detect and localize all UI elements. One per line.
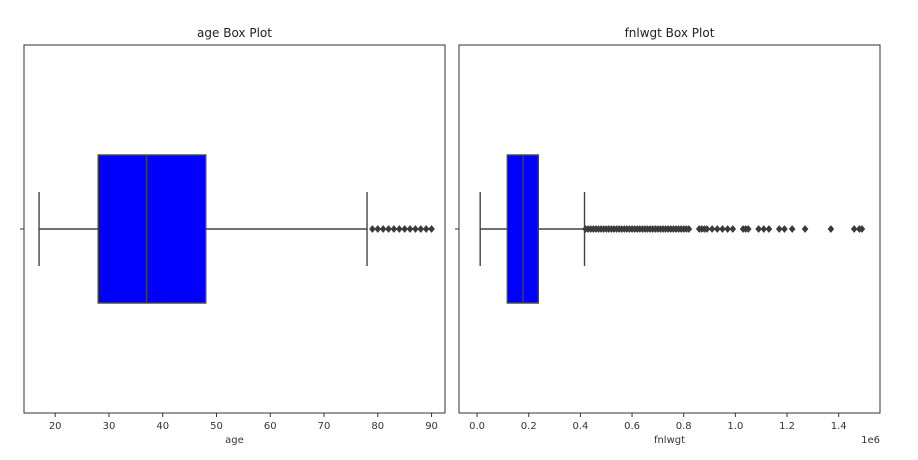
age-outlier-point xyxy=(401,225,408,233)
age-x-tick-label: 80 xyxy=(371,421,384,432)
fnlwgt-outlier-point xyxy=(858,225,866,233)
fnlwgt-outlier-point xyxy=(775,225,783,233)
fnlwgt-outlier-point xyxy=(827,225,835,233)
fnlwgt-outlier-point xyxy=(729,225,737,233)
age-x-tick-label: 60 xyxy=(264,421,277,432)
fnlwgt-outlier-point xyxy=(801,225,809,233)
age-outlier-point xyxy=(417,225,425,233)
age-x-tick-label: 90 xyxy=(425,421,438,432)
fnlwgt-x-tick-label: 1.4 xyxy=(831,421,847,432)
age-chart-title: age Box Plot xyxy=(197,26,272,40)
age-outlier-point xyxy=(406,225,414,233)
fnlwgt-outlier-point xyxy=(744,225,752,233)
fnlwgt-chart-title: fnlwgt Box Plot xyxy=(625,26,715,40)
fnlwgt-outlier-point xyxy=(765,225,773,233)
fnlwgt-outlier-point xyxy=(685,225,693,233)
fnlwgt-outlier-point xyxy=(703,225,711,233)
fnlwgt-x-tick-label: 1.0 xyxy=(727,421,743,432)
age-outlier-point xyxy=(374,225,382,233)
fnlwgt-outlier-point xyxy=(755,225,762,233)
age-box-plot-panel: age Box Plot 20 30 40 50 60 70 80 90 age xyxy=(20,26,446,446)
age-x-tick-label: 50 xyxy=(210,421,223,432)
age-outlier-point xyxy=(379,225,387,233)
fnlwgt-outlier-point xyxy=(781,225,788,233)
age-x-tick-label: 40 xyxy=(156,421,169,432)
age-outlier-point xyxy=(422,225,430,233)
fnlwgt-x-axis-label: fnlwgt xyxy=(654,435,685,446)
fnlwgt-outlier-point xyxy=(713,225,721,233)
fnlwgt-x-tick-label: 0.0 xyxy=(469,421,485,432)
age-x-tick-label: 30 xyxy=(103,421,116,432)
fnlwgt-x-tick-label: 0.2 xyxy=(521,421,537,432)
age-outlier-point xyxy=(390,225,398,233)
age-x-tick-label: 20 xyxy=(49,421,62,432)
fnlwgt-box-plot-panel: fnlwgt Box Plot 0.0 0.2 0.4 0.6 0.8 1.0 1.2 1.4… xyxy=(455,26,881,446)
fnlwgt-outlier-point xyxy=(850,225,858,233)
age-outlier-point xyxy=(369,225,376,233)
fnlwgt-outlier-point xyxy=(719,225,726,233)
fnlwgt-x-tick-label: 0.6 xyxy=(624,421,640,432)
fnlwgt-outlier-point xyxy=(724,225,731,233)
age-outlier-point xyxy=(395,225,403,233)
age-outlier-point xyxy=(412,225,419,233)
age-outlier-point xyxy=(428,225,435,233)
fnlwgt-x-tick-label: 1.2 xyxy=(779,421,795,432)
fnlwgt-x-axis-offset-label: 1e6 xyxy=(861,435,880,446)
age-outlier-point xyxy=(385,225,392,233)
age-x-tick-label: 70 xyxy=(318,421,331,432)
fnlwgt-outlier-point xyxy=(760,225,768,233)
fnlwgt-outlier-point xyxy=(708,225,716,233)
age-iqr-box xyxy=(97,154,207,304)
fnlwgt-x-tick-label: 0.4 xyxy=(572,421,588,432)
fnlwgt-x-tick-label: 0.8 xyxy=(676,421,692,432)
age-x-axis-label: age xyxy=(225,435,244,446)
fnlwgt-outlier-point xyxy=(788,225,796,233)
